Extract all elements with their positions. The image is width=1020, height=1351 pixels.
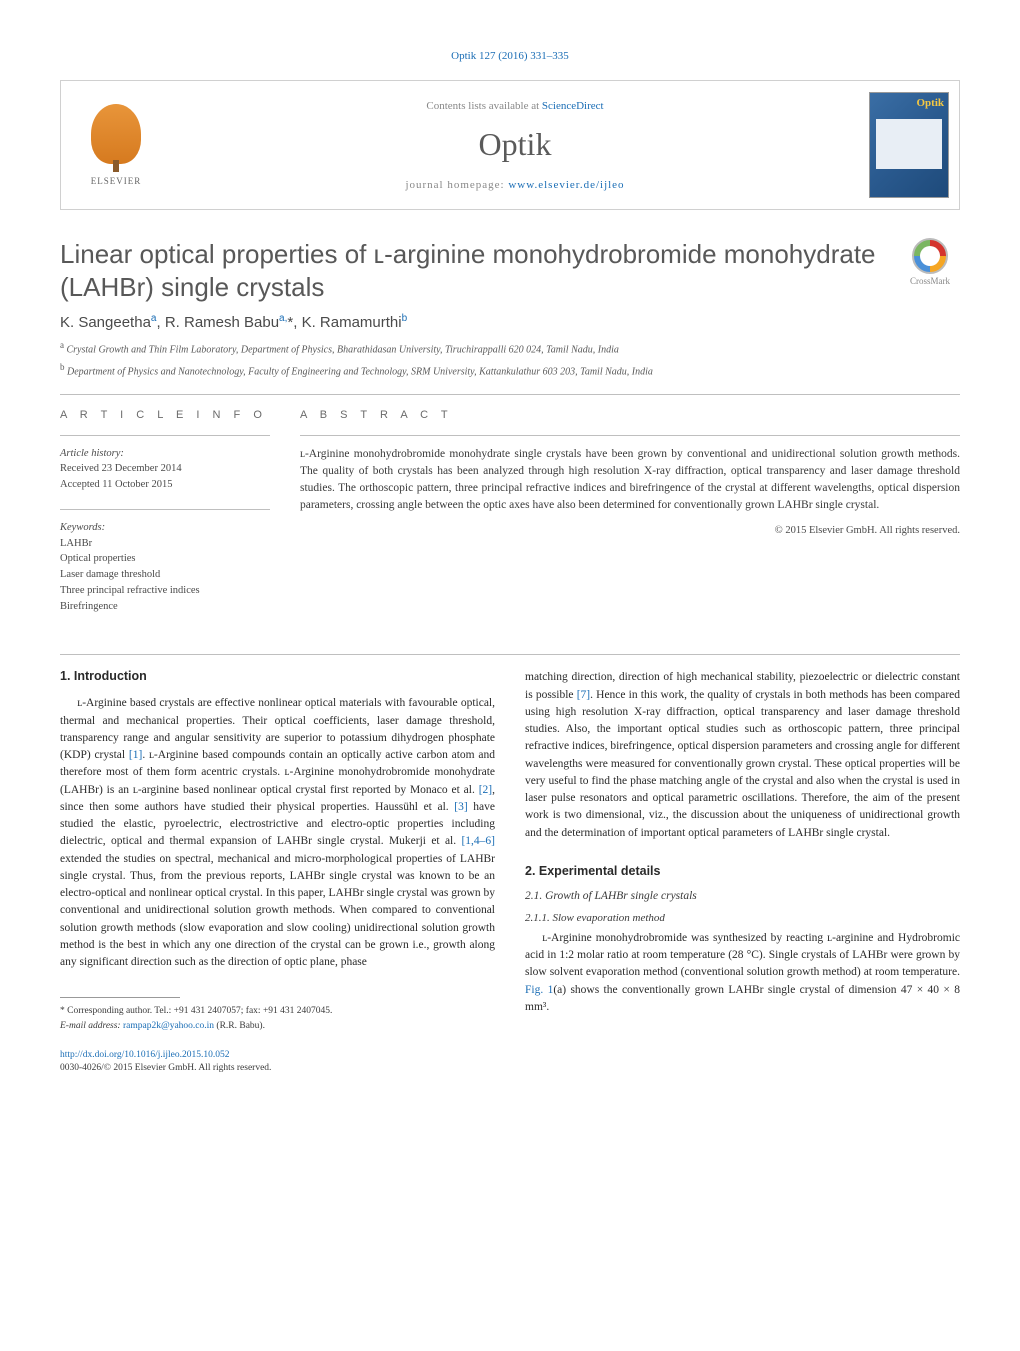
fig-1-ref[interactable]: Fig. 1 [525,984,553,996]
crossmark-label: CrossMark [900,276,960,286]
article-title: Linear optical properties of ʟ-arginine … [60,238,880,303]
ref-4[interactable]: [1,4–6] [461,835,495,847]
section-2-1-heading: 2.1. Growth of LAHBr single crystals [525,890,960,902]
ref-7[interactable]: [7] [577,689,590,701]
journal-title: Optik [479,126,552,163]
corresponding-author-footnote: * Corresponding author. Tel.: +91 431 24… [60,1004,495,1018]
elsevier-logo: ELSEVIER [76,100,156,190]
keyword-3: Three principal refractive indices [60,583,270,599]
doi-block: http://dx.doi.org/10.1016/j.ijleo.2015.1… [60,1049,495,1076]
keyword-1: Optical properties [60,551,270,567]
col2-p1-end: . Hence in this work, the quality of cry… [525,689,960,839]
ref-2[interactable]: [2] [479,784,492,796]
abstract-divider [300,435,960,436]
body-column-left: 1. Introduction ʟ-Arginine based crystal… [60,669,495,1075]
keywords-label: Keywords: [60,520,270,536]
elsevier-label: ELSEVIER [91,176,142,186]
history-label: Article history: [60,446,270,462]
section-2-1-1-heading: 2.1.1. Slow evaporation method [525,912,960,924]
keyword-2: Laser damage threshold [60,567,270,583]
journal-cover-thumbnail [869,92,949,198]
body-column-right: matching direction, direction of high me… [525,669,960,1075]
authors-line: K. Sangeethaa, R. Ramesh Babua,*, K. Ram… [60,313,960,331]
intro-p1-end: extended the studies on spectral, mechan… [60,853,495,969]
ref-3[interactable]: [3] [454,801,467,813]
received-date: Received 23 December 2014 [60,461,270,477]
email-suffix: (R.R. Babu). [214,1021,265,1031]
abstract-column: A B S T R A C T ʟ-Arginine monohydrobrom… [300,409,960,615]
abstract-heading: A B S T R A C T [300,409,960,421]
issn-line: 0030-4026/© 2015 Elsevier GmbH. All righ… [60,1063,271,1073]
contents-available-line: Contents lists available at ScienceDirec… [426,100,603,112]
keywords-block: Keywords: LAHBr Optical properties Laser… [60,520,270,615]
intro-paragraph-1: ʟ-Arginine based crystals are effective … [60,695,495,971]
affiliation-a-text: Crystal Growth and Thin Film Laboratory,… [67,344,619,355]
article-info-heading: A R T I C L E I N F O [60,409,270,421]
journal-homepage-line: journal homepage: www.elsevier.de/ijleo [405,179,624,191]
divider-top [60,394,960,395]
info-divider-1 [60,435,270,436]
contents-center: Contents lists available at ScienceDirec… [171,81,859,209]
email-label: E-mail address: [60,1021,123,1031]
homepage-prefix: journal homepage: [405,179,508,191]
cover-cell [859,81,959,209]
contents-prefix: Contents lists available at [426,100,541,112]
exp-p1-pre: ʟ-Arginine monohydrobromide was synthesi… [525,932,960,979]
sciencedirect-link[interactable]: ScienceDirect [542,100,604,112]
doi-link[interactable]: http://dx.doi.org/10.1016/j.ijleo.2015.1… [60,1050,230,1060]
section-1-heading: 1. Introduction [60,669,495,683]
exp-paragraph-1: ʟ-Arginine monohydrobromide was synthesi… [525,930,960,1016]
email-link[interactable]: rampap2k@yahoo.co.in [123,1021,214,1031]
affiliation-a: a Crystal Growth and Thin Film Laborator… [60,339,960,357]
contents-box: ELSEVIER Contents lists available at Sci… [60,80,960,210]
keyword-0: LAHBr [60,536,270,552]
affiliation-b-text: Department of Physics and Nanotechnology… [67,367,653,378]
col2-paragraph-1: matching direction, direction of high me… [525,669,960,842]
abstract-copyright: © 2015 Elsevier GmbH. All rights reserve… [300,525,960,536]
accepted-date: Accepted 11 October 2015 [60,477,270,493]
crossmark-icon [912,238,948,274]
homepage-link[interactable]: www.elsevier.de/ijleo [508,179,624,191]
keyword-4: Birefringence [60,599,270,615]
article-history-block: Article history: Received 23 December 20… [60,446,270,493]
elsevier-tree-icon [91,104,141,164]
corr-text: Tel.: +91 431 2407057; fax: +91 431 2407… [154,1006,332,1016]
elsevier-logo-cell: ELSEVIER [61,81,171,209]
exp-p1-end: (a) shows the conventionally grown LAHBr… [525,984,960,1013]
ref-1[interactable]: [1] [129,749,142,761]
footnote-divider [60,997,180,998]
article-info-column: A R T I C L E I N F O Article history: R… [60,409,270,615]
info-divider-2 [60,509,270,510]
abstract-text: ʟ-Arginine monohydrobromide monohydrate … [300,446,960,515]
section-2-heading: 2. Experimental details [525,864,960,878]
crossmark-badge[interactable]: CrossMark [900,238,960,286]
email-footnote: E-mail address: rampap2k@yahoo.co.in (R.… [60,1019,495,1033]
corr-label: * Corresponding author. [60,1006,154,1016]
header-citation: Optik 127 (2016) 331–335 [60,50,960,62]
divider-bottom [60,654,960,655]
affiliation-b: b Department of Physics and Nanotechnolo… [60,361,960,379]
